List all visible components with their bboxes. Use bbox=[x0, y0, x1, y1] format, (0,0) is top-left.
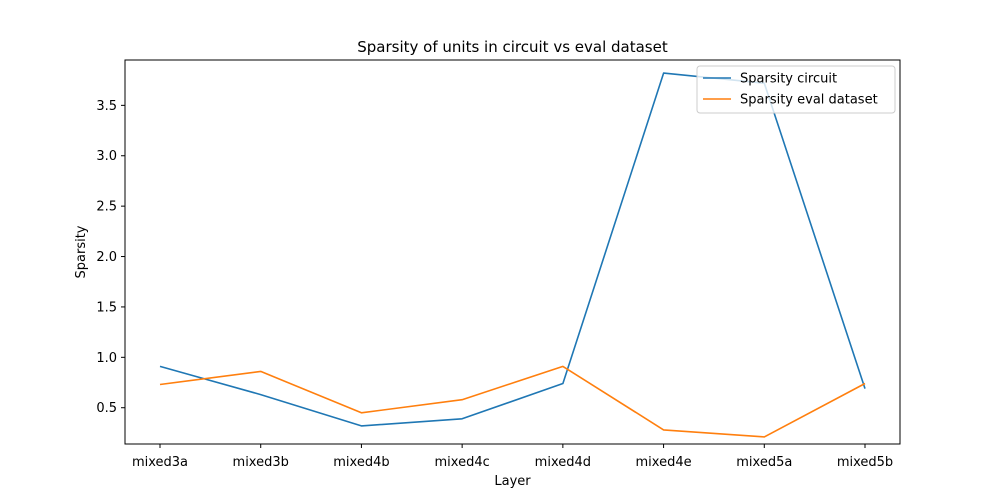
y-tick-label: 3.5 bbox=[96, 99, 117, 114]
x-tick-label: mixed3a bbox=[132, 455, 188, 470]
y-axis: 0.5 1.0 1.5 2.0 2.5 3.0 3.5 bbox=[96, 99, 125, 416]
chart-title: Sparsity of units in circuit vs eval dat… bbox=[357, 38, 668, 56]
y-tick-label: 3.0 bbox=[96, 149, 117, 164]
y-tick-label: 2.0 bbox=[96, 250, 117, 265]
y-tick-label: 1.0 bbox=[96, 351, 117, 366]
x-axis-label: Layer bbox=[494, 474, 531, 489]
plot-area bbox=[124, 59, 901, 445]
series-line-2 bbox=[159, 365, 866, 438]
legend-entry-label: Sparsity eval dataset bbox=[740, 93, 878, 108]
x-tick-label: mixed5b bbox=[837, 455, 893, 470]
y-tick-label: 1.5 bbox=[96, 300, 117, 315]
series-lines bbox=[159, 72, 866, 438]
x-axis: mixed3a mixed3b mixed4b mixed4c mixed4d mixed… bbox=[132, 444, 893, 470]
plot-frame bbox=[124, 59, 901, 445]
x-tick-label: mixed4d bbox=[535, 455, 591, 470]
legend: Sparsity circuit Sparsity eval dataset bbox=[696, 65, 896, 114]
x-tick-label: mixed4c bbox=[435, 455, 490, 470]
y-axis-label: Sparsity bbox=[74, 225, 89, 278]
legend-box bbox=[696, 65, 896, 114]
x-tick-label: mixed5a bbox=[736, 455, 792, 470]
x-tick-label: mixed4b bbox=[333, 455, 389, 470]
x-tick-label: mixed3b bbox=[233, 455, 289, 470]
legend-entry-label: Sparsity circuit bbox=[740, 72, 837, 87]
y-tick-label: 2.5 bbox=[96, 200, 117, 215]
y-tick-label: 0.5 bbox=[96, 401, 117, 416]
x-tick-label: mixed4e bbox=[636, 455, 692, 470]
